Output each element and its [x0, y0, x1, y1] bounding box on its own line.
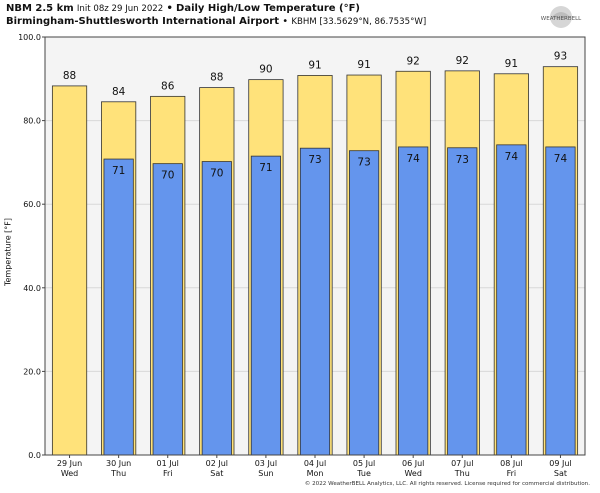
high-value-label: 91	[308, 59, 321, 71]
y-tick-label: 100.0	[18, 33, 41, 42]
x-tick-day: Fri	[163, 469, 173, 478]
station-id: KBHM [33.5629°N, 86.7535°W]	[291, 17, 427, 27]
x-tick-date: 05 Jul	[353, 459, 375, 468]
copyright-footer: © 2022 WeatherBELL Analytics, LLC. All r…	[304, 481, 590, 487]
high-value-label: 90	[259, 64, 272, 76]
x-tick-date: 02 Jul	[206, 459, 228, 468]
high-value-label: 88	[210, 72, 223, 84]
y-tick-label: 60.0	[23, 200, 41, 209]
low-value-label: 74	[505, 151, 519, 163]
station-name: Birmingham-Shuttlesworth International A…	[6, 16, 280, 27]
low-value-label: 70	[210, 168, 223, 180]
high-value-label: 92	[406, 55, 419, 67]
x-tick-date: 04 Jul	[304, 459, 326, 468]
separator: •	[282, 16, 289, 27]
bars-layer	[51, 66, 579, 456]
x-tick-date: 03 Jul	[255, 459, 277, 468]
x-tick-day: Wed	[61, 469, 78, 478]
low-bar	[545, 146, 576, 456]
low-value-label: 74	[406, 153, 420, 165]
high-value-label: 91	[357, 59, 370, 71]
header-line-1: NBM 2.5 km Init 08z 29 Jun 2022 • Daily …	[6, 3, 360, 14]
low-bar	[349, 150, 380, 456]
high-value-label: 86	[161, 80, 175, 92]
weatherbell-logo: WEATHERBELL	[541, 6, 582, 28]
low-value-label: 73	[308, 154, 321, 166]
low-value-label: 71	[259, 162, 272, 174]
low-bar	[152, 163, 183, 456]
low-bar	[250, 155, 281, 456]
y-tick-label: 20.0	[23, 367, 41, 376]
product-title: Daily High/Low Temperature (°F)	[176, 3, 361, 14]
x-tick-day: Mon	[307, 469, 324, 478]
high-value-label: 92	[456, 55, 469, 67]
x-tick-date: 07 Jul	[451, 459, 473, 468]
separator: •	[166, 3, 173, 14]
x-tick-date: 30 Jun	[106, 459, 131, 468]
x-tick-day: Sat	[554, 469, 567, 478]
x-tick-date: 29 Jun	[57, 459, 82, 468]
y-tick-label: 40.0	[23, 284, 41, 293]
low-bar	[496, 144, 527, 456]
high-value-label: 91	[505, 58, 518, 70]
x-tick-day: Thu	[110, 469, 126, 478]
low-bar	[103, 158, 134, 456]
high-value-label: 88	[63, 70, 76, 82]
low-value-label: 71	[112, 165, 125, 177]
x-tick-date: 08 Jul	[500, 459, 522, 468]
low-bar	[398, 146, 429, 456]
high-bar	[51, 85, 88, 456]
plot-frame	[44, 36, 586, 456]
x-tick-day: Tue	[356, 469, 371, 478]
y-tick-label: 0.0	[28, 451, 41, 460]
low-value-label: 74	[554, 153, 568, 165]
init-time: Init 08z 29 Jun 2022	[76, 4, 164, 14]
high-value-label: 93	[554, 51, 567, 63]
y-tick-label: 80.0	[23, 117, 41, 126]
model-name: NBM 2.5 km	[6, 3, 74, 14]
x-tick-day: Thu	[454, 469, 470, 478]
x-tick-date: 09 Jul	[549, 459, 571, 468]
low-bar	[447, 147, 478, 456]
low-value-label: 70	[161, 170, 174, 182]
low-value-label: 73	[456, 154, 469, 166]
x-tick-day: Sat	[210, 469, 223, 478]
low-bar	[201, 161, 232, 456]
low-bar	[299, 147, 331, 456]
x-tick-day: Fri	[507, 469, 517, 478]
low-value-label: 73	[357, 157, 370, 169]
x-tick-date: 01 Jul	[157, 459, 179, 468]
logo-text: WEATHERBELL	[541, 16, 582, 22]
y-axis-label: Temperature [°F]	[3, 217, 13, 287]
x-tick-day: Wed	[404, 469, 421, 478]
x-tick-date: 06 Jul	[402, 459, 424, 468]
x-tick-day: Sun	[258, 469, 273, 478]
high-value-label: 84	[112, 86, 126, 98]
header-line-2: Birmingham-Shuttlesworth International A…	[6, 16, 426, 27]
